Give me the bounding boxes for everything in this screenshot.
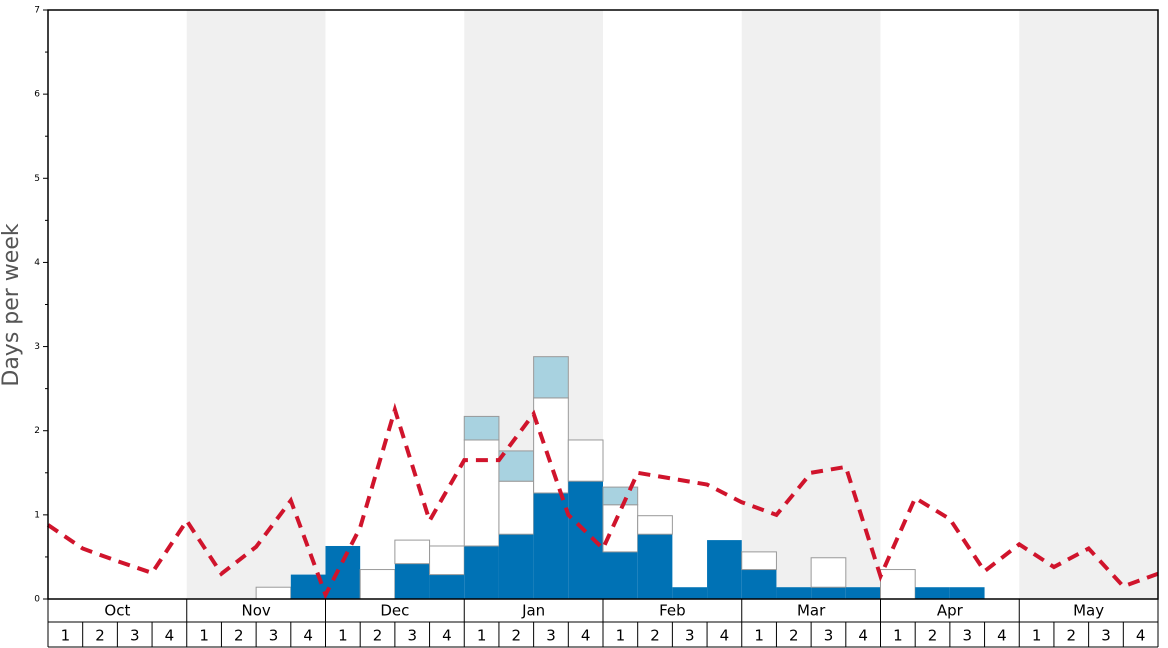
x-tick-label: 2 [373,627,383,645]
x-tick-label: 2 [234,627,244,645]
x-tick-label: 2 [512,627,522,645]
y-tick-label: 4 [34,258,40,268]
bar-segment [707,540,742,599]
x-tick-label: 2 [1067,627,1077,645]
bar-segment [602,504,639,553]
bar-segment [949,587,985,599]
month-shade [186,10,326,599]
bar-segment [255,586,292,600]
bar-segment [533,397,569,494]
y-tick-label: 1 [34,510,40,520]
x-tick-label: 2 [95,627,105,645]
x-tick-label: 3 [130,627,140,645]
x-tick-label: 4 [581,627,591,645]
x-tick-label: 3 [269,627,279,645]
x-tick-label: 3 [824,627,834,645]
bar-segment [394,539,431,565]
bar-segment [880,569,916,600]
bar-segment [429,574,465,599]
month-label: Jan [521,602,545,620]
bar-segment [533,356,569,399]
bar-segment [463,439,500,547]
month-label: Dec [380,602,409,620]
x-tick-label: 4 [858,627,868,645]
x-tick-label: 3 [546,627,556,645]
month-label: Feb [659,602,686,620]
x-tick-label: 1 [199,627,209,645]
bar-segment [498,480,535,535]
x-tick-label: 4 [165,627,175,645]
bar-segment [811,587,846,599]
bar-segment [533,492,569,599]
bar-segment [394,563,430,599]
bar-segment [464,545,499,599]
x-tick-label: 3 [962,627,972,645]
x-tick-label: 2 [928,627,938,645]
y-tick-label: 6 [34,90,40,100]
x-tick-label: 1 [338,627,348,645]
month-label: Apr [937,602,964,620]
x-tick-label: 3 [1101,627,1111,645]
bar-segment [915,587,950,599]
bar-segment [429,545,465,576]
y-tick-label: 7 [34,6,40,16]
month-label: Oct [104,602,130,620]
x-tick-label: 4 [997,627,1007,645]
y-tick-label: 5 [34,174,40,184]
x-tick-label: 1 [1032,627,1042,645]
x-tick-label: 4 [442,627,452,645]
x-tick-label: 4 [303,627,313,645]
bar-segment [672,587,708,599]
bar-segment [498,450,535,482]
bar-segment [603,551,638,599]
x-tick-label: 2 [789,627,799,645]
bar-segment [567,439,604,482]
x-tick-label: 4 [720,627,730,645]
month-shade [1019,10,1158,599]
bar-segment [325,545,361,599]
bar-segment [498,534,534,599]
bar-segment [568,481,603,599]
bar-segment [637,515,673,535]
x-tick-label: 1 [61,627,71,645]
x-tick-label: 4 [1136,627,1146,645]
bar-segment [845,587,881,599]
bar-segment [602,486,639,506]
x-tick-label: 1 [754,627,764,645]
bar-segment [741,569,777,599]
x-tick-label: 1 [616,627,626,645]
x-tick-label: 1 [893,627,903,645]
bar-segment [810,557,847,588]
month-label: Nov [241,602,270,620]
y-axis-label: Days per week [0,223,24,386]
month-label: May [1073,602,1104,620]
y-tick-label: 2 [34,426,40,436]
bar-segment [776,587,812,599]
x-tick-label: 2 [650,627,660,645]
bar-segment [637,534,673,599]
bar-segment [741,551,777,571]
y-tick-label: 3 [34,342,40,352]
x-tick-label: 3 [685,627,695,645]
x-tick-label: 3 [407,627,417,645]
month-label: Mar [797,602,826,620]
x-tick-label: 1 [477,627,487,645]
bar-segment [463,415,500,441]
y-tick-label: 0 [34,595,40,605]
bar-segment [359,569,396,600]
